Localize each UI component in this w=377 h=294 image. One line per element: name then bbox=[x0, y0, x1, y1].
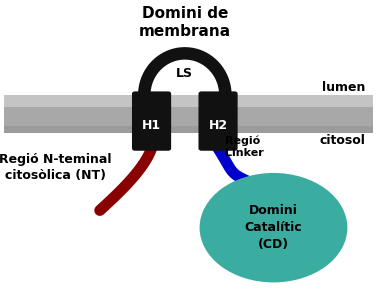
Bar bbox=[4, 126, 373, 133]
Ellipse shape bbox=[199, 173, 347, 283]
Text: lumen: lumen bbox=[322, 81, 366, 94]
Text: LS: LS bbox=[176, 67, 193, 80]
Text: Domini de
membrana: Domini de membrana bbox=[139, 6, 231, 39]
Text: Domini
Catalític
(CD): Domini Catalític (CD) bbox=[245, 204, 302, 251]
FancyBboxPatch shape bbox=[132, 91, 171, 151]
Text: H1: H1 bbox=[142, 119, 161, 132]
Text: H2: H2 bbox=[208, 119, 228, 132]
Text: Regió N-teminal
citosòlica (NT): Regió N-teminal citosòlica (NT) bbox=[0, 153, 112, 182]
Text: citosol: citosol bbox=[320, 134, 366, 147]
Bar bbox=[4, 95, 373, 107]
Text: Regió
Linker: Regió Linker bbox=[225, 136, 264, 158]
Bar bbox=[4, 95, 373, 133]
FancyBboxPatch shape bbox=[198, 91, 238, 151]
